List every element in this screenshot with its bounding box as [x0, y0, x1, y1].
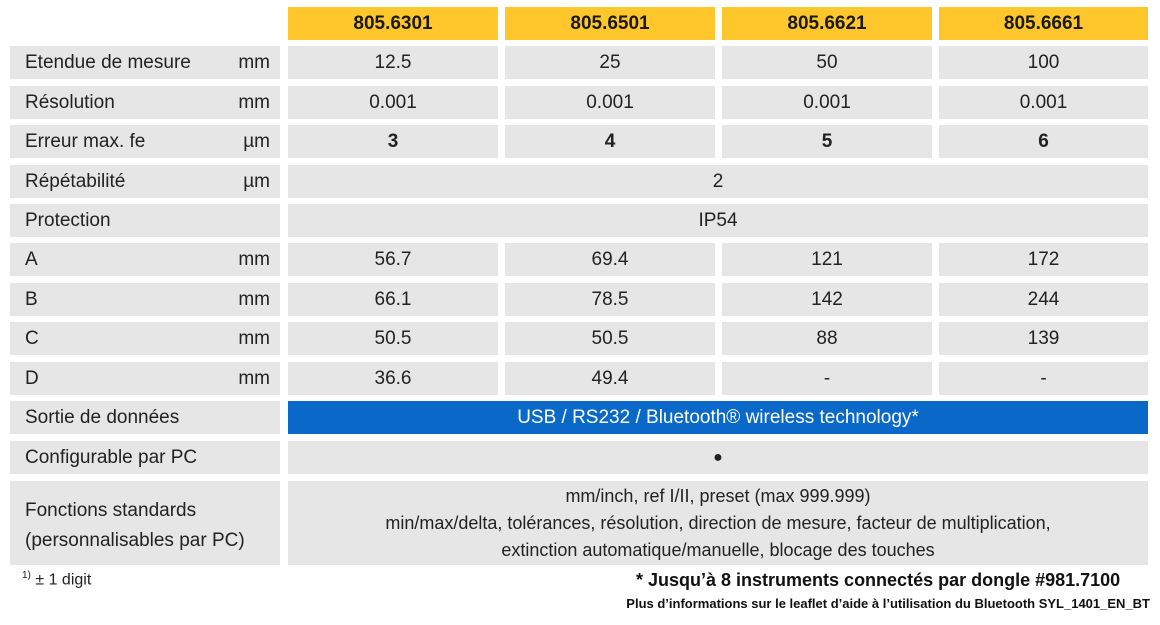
row-label-max-error: Erreur max. fe — [10, 125, 280, 158]
value-max-error-1: 3 — [288, 125, 498, 158]
row-unit-range: mm — [238, 51, 270, 73]
value-c-2: 50.5 — [505, 322, 715, 355]
value-resolution-3: 0.001 — [722, 86, 932, 119]
model-header-3: 805.6621 — [722, 7, 932, 40]
row-label-standard-functions-line-1: Fonctions standards — [25, 500, 197, 521]
model-header-1: 805.6301 — [288, 7, 498, 40]
value-c-3: 88 — [722, 322, 932, 355]
row-label-b: B — [10, 283, 280, 316]
value-max-error-3: 5 — [722, 125, 932, 158]
value-a-4: 172 — [939, 243, 1148, 276]
row-unit-a: mm — [238, 248, 270, 270]
value-max-error-4: 6 — [939, 125, 1148, 158]
value-resolution-4: 0.001 — [939, 86, 1148, 119]
row-label-pc-configurable: Configurable par PC — [10, 441, 280, 474]
row-unit-c: mm — [238, 327, 270, 349]
value-a-3: 121 — [722, 243, 932, 276]
row-unit-b: mm — [238, 288, 270, 310]
value-d-3: - — [722, 362, 932, 395]
row-label-standard-functions: Fonctions standards (personnalisables pa… — [10, 481, 280, 565]
value-pc-configurable-dot-icon: ● — [288, 441, 1148, 474]
value-max-error-2: 4 — [505, 125, 715, 158]
footnote-leaflet: Plus d’informations sur le leaflet d’aid… — [626, 596, 1150, 611]
standard-functions-line-1: mm/inch, ref I/II, preset (max 999.999) — [565, 485, 871, 506]
value-d-2: 49.4 — [505, 362, 715, 395]
row-label-resolution: Résolution — [10, 86, 280, 119]
model-header-4: 805.6661 — [939, 7, 1148, 40]
value-range-3: 50 — [722, 46, 932, 79]
standard-functions-line-2: min/max/delta, tolérances, résolution, d… — [385, 512, 1051, 533]
row-label-data-output: Sortie de données — [10, 401, 280, 434]
row-label-d: D — [10, 362, 280, 395]
value-standard-functions: mm/inch, ref I/II, preset (max 999.999) … — [288, 481, 1148, 565]
value-protection: IP54 — [288, 204, 1148, 237]
value-b-4: 244 — [939, 283, 1148, 316]
value-c-4: 139 — [939, 322, 1148, 355]
value-range-1: 12.5 — [288, 46, 498, 79]
value-repeatability: 2 — [288, 165, 1148, 198]
row-unit-d: mm — [238, 367, 270, 389]
value-d-1: 36.6 — [288, 362, 498, 395]
value-a-2: 69.4 — [505, 243, 715, 276]
footnote-digit-marker: 1) — [22, 570, 31, 581]
value-c-1: 50.5 — [288, 322, 498, 355]
row-unit-max-error: µm — [243, 130, 270, 152]
row-label-a: A — [10, 243, 280, 276]
value-d-4: - — [939, 362, 1148, 395]
row-label-range: Etendue de mesure — [10, 46, 280, 79]
footnote-digit-text: ± 1 digit — [35, 571, 92, 589]
row-label-c: C — [10, 322, 280, 355]
row-label-repeatability: Répétabilité — [10, 165, 280, 198]
row-unit-resolution: mm — [238, 91, 270, 113]
value-range-4: 100 — [939, 46, 1148, 79]
value-resolution-2: 0.001 — [505, 86, 715, 119]
model-header-2: 805.6501 — [505, 7, 715, 40]
value-resolution-1: 0.001 — [288, 86, 498, 119]
value-data-output: USB / RS232 / Bluetooth® wireless techno… — [288, 401, 1148, 434]
value-b-2: 78.5 — [505, 283, 715, 316]
standard-functions-line-3: extinction automatique/manuelle, blocage… — [501, 539, 935, 560]
row-unit-repeatability: µm — [243, 170, 270, 192]
value-range-2: 25 — [505, 46, 715, 79]
value-b-1: 66.1 — [288, 283, 498, 316]
row-label-protection: Protection — [10, 204, 280, 237]
footnote-digit: 1) ± 1 digit — [22, 570, 91, 589]
value-b-3: 142 — [722, 283, 932, 316]
value-a-1: 56.7 — [288, 243, 498, 276]
footnote-dongle: * Jusqu’à 8 instruments connectés par do… — [636, 570, 1121, 590]
row-label-standard-functions-line-2: (personnalisables par PC) — [25, 530, 245, 551]
